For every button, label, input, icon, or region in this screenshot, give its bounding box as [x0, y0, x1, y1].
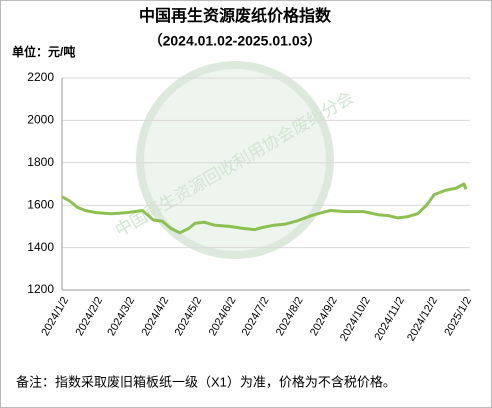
y-tick-label: 1400: [27, 240, 54, 254]
chart-title: 中国再生资源废纸价格指数: [139, 6, 332, 25]
y-tick-label: 1200: [27, 282, 54, 296]
note: 备注：指数采取废旧箱板纸一级（X1）为准，价格为不含税价格。: [16, 374, 396, 389]
line: [61, 182, 468, 235]
chart-subtitle: （2024.01.02-2025.01.03）: [149, 33, 322, 49]
y-tick-label: 2000: [27, 113, 54, 127]
unit-label: 单位：元/吨: [12, 44, 75, 59]
y-tick-label: 1600: [27, 197, 54, 211]
y-tick-label: 1800: [27, 155, 54, 169]
watermark-logo: [136, 61, 334, 259]
y-tick-label: 2200: [27, 70, 54, 84]
